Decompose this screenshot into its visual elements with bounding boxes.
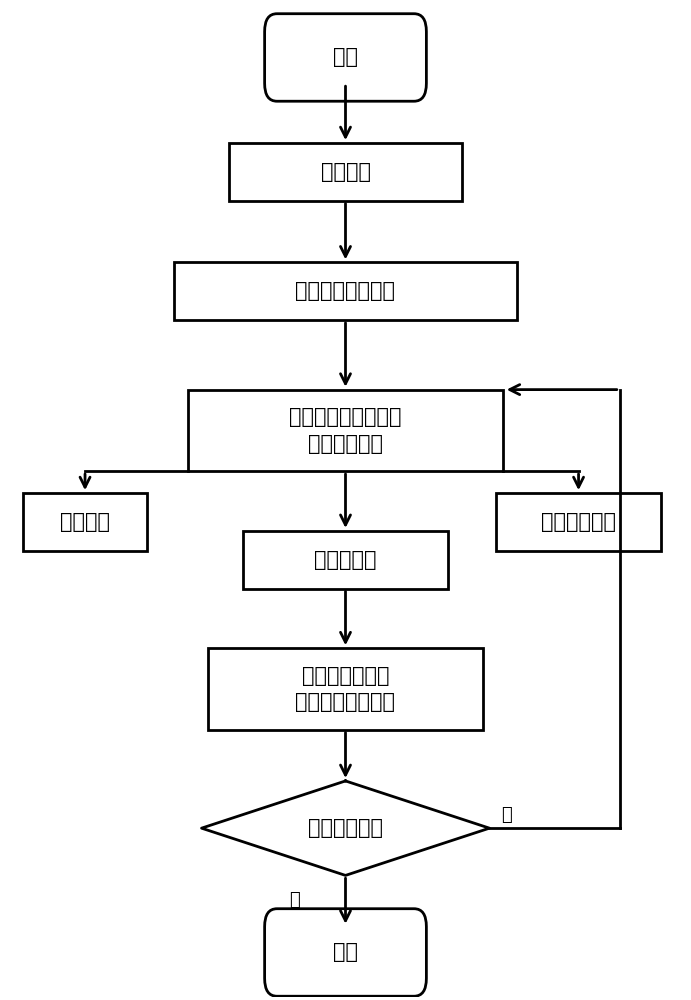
Text: 与上位机通信: 与上位机通信 xyxy=(541,512,616,532)
Bar xyxy=(229,143,462,201)
Bar xyxy=(209,648,482,730)
FancyBboxPatch shape xyxy=(265,909,426,996)
Text: 求解控制量: 求解控制量 xyxy=(314,550,377,570)
Text: 否: 否 xyxy=(501,806,512,824)
Bar xyxy=(243,531,448,589)
Text: 扫描观测实验的实时
工作状态测量: 扫描观测实验的实时 工作状态测量 xyxy=(290,407,401,454)
Text: 数据记录: 数据记录 xyxy=(60,512,110,532)
Text: 满足设定要求: 满足设定要求 xyxy=(308,818,383,838)
Bar xyxy=(174,262,517,320)
Text: 初始化、参数设置: 初始化、参数设置 xyxy=(296,281,395,301)
FancyBboxPatch shape xyxy=(265,14,426,101)
Bar xyxy=(23,493,146,551)
Text: 开始: 开始 xyxy=(333,47,358,67)
Text: 是: 是 xyxy=(289,891,299,909)
Bar xyxy=(496,493,661,551)
Polygon shape xyxy=(202,781,489,875)
Text: 硬件安装: 硬件安装 xyxy=(321,162,370,182)
Text: 调整直流无刷电
机、压电陶瓷位移: 调整直流无刷电 机、压电陶瓷位移 xyxy=(296,666,395,712)
Text: 结束: 结束 xyxy=(333,942,358,962)
Bar xyxy=(188,390,503,471)
